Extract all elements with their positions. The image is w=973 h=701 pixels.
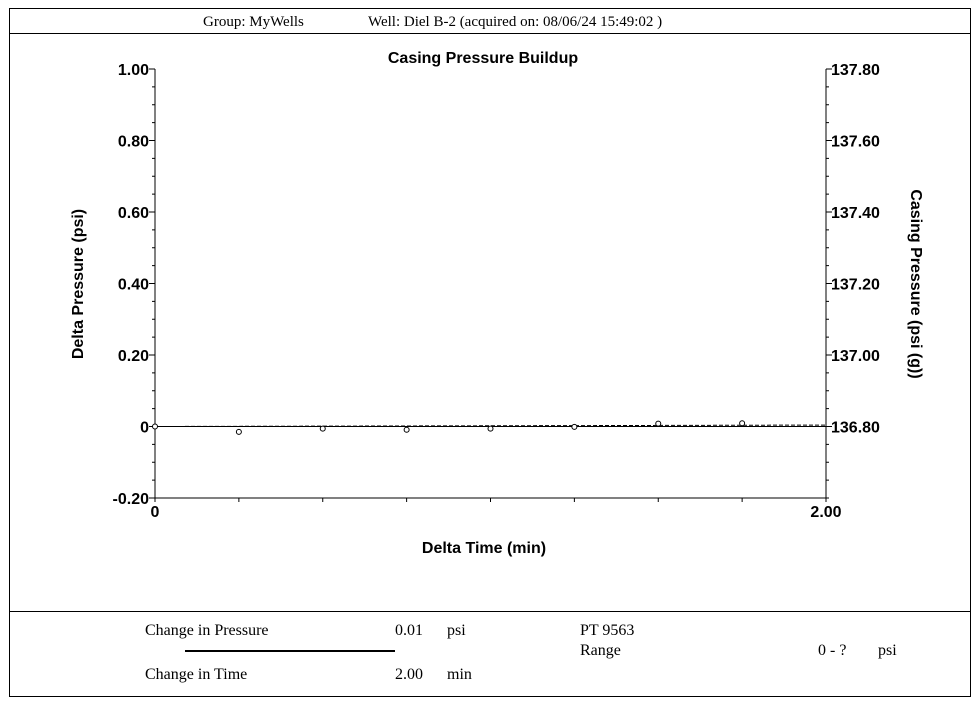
range-label: Range [580, 642, 621, 659]
fraction-bar [185, 650, 395, 652]
change-pressure-label: Change in Pressure [145, 622, 269, 639]
data-point [487, 425, 494, 432]
range-unit: psi [878, 642, 897, 659]
data-point [152, 423, 158, 430]
y2-tick-label: 137.20 [831, 277, 880, 294]
y-tick-label: 0.80 [118, 134, 149, 151]
y-axis-label: Delta Pressure (psi) [70, 209, 87, 359]
data-point [403, 426, 410, 433]
data-point [571, 423, 578, 430]
y-tick-label: -0.20 [113, 491, 150, 508]
y2-tick-label: 137.80 [831, 62, 880, 79]
change-pressure-unit: psi [447, 622, 466, 639]
x-axis-label: Delta Time (min) [422, 540, 546, 557]
x-tick-label: 2.00 [810, 504, 841, 521]
change-pressure-value: 0.01 [395, 622, 423, 639]
y-tick-label: 0.40 [118, 277, 149, 294]
change-time-label: Change in Time [145, 666, 248, 683]
change-time-unit: min [447, 666, 472, 683]
chart-title: Casing Pressure Buildup [388, 50, 578, 67]
group-label: Group: MyWells [203, 14, 304, 30]
y2-tick-label: 137.40 [831, 205, 880, 222]
footer-divider [9, 611, 971, 612]
report-frame [9, 8, 971, 697]
x-tick-label: 0 [151, 504, 160, 521]
data-point [655, 420, 662, 427]
y2-tick-label: 137.60 [831, 134, 880, 151]
y2-tick-label: 137.00 [831, 348, 880, 365]
change-time-value: 2.00 [395, 666, 423, 683]
y-tick-label: 0.20 [118, 348, 149, 365]
y-tick-label: 1.00 [118, 62, 149, 79]
data-point [319, 425, 326, 432]
header-divider [9, 33, 971, 34]
data-point [739, 420, 746, 427]
y-tick-label: 0.60 [118, 205, 149, 222]
range-value: 0 - ? [818, 642, 847, 659]
well-label: Well: Diel B-2 (acquired on: 08/06/24 15… [368, 14, 663, 30]
y2-axis-label: Casing Pressure (psi (g)) [907, 189, 924, 378]
data-point [235, 428, 242, 435]
sensor-id: PT 9563 [580, 622, 635, 639]
y2-tick-label: 136.80 [831, 420, 880, 437]
fit-line [154, 424, 827, 427]
y-tick-label: 0 [140, 420, 149, 437]
